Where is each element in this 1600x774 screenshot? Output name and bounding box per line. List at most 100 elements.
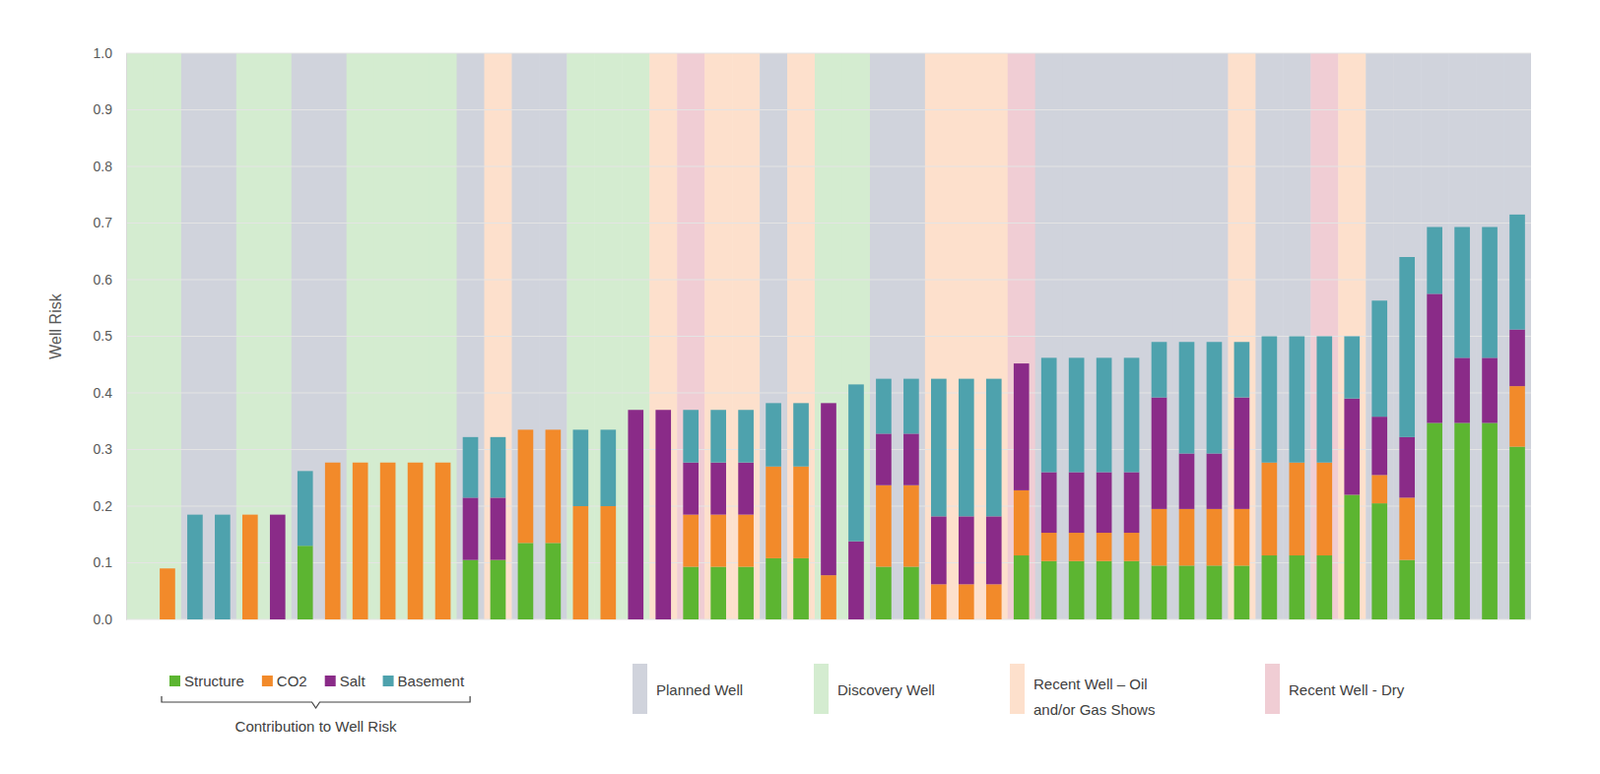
bar-segment (1399, 437, 1415, 499)
bar-segment (820, 402, 837, 576)
bar-segment (545, 429, 562, 431)
bar-segment (463, 497, 479, 560)
bar-segment (737, 567, 754, 620)
bar-segment (1371, 503, 1388, 620)
bar-segment (435, 463, 452, 620)
bar-segment (1509, 330, 1526, 388)
tick: 0.6 (93, 271, 127, 288)
bar-segment (848, 384, 865, 541)
bar-segment (958, 584, 975, 620)
bar-segment (159, 568, 176, 570)
bar-segment (132, 619, 148, 621)
bar-segment (1426, 293, 1443, 423)
bar-segment (1262, 555, 1278, 620)
bar-segment (710, 409, 727, 463)
bar-segment (682, 515, 699, 568)
bar-segment (765, 558, 782, 620)
bar-segment (1343, 399, 1360, 496)
legend-label: Basement (398, 672, 466, 690)
bar-segment (986, 379, 1002, 518)
bar-segment (463, 560, 479, 620)
legend: StructureCO2SaltBasementContribution to … (161, 664, 1405, 735)
bar-segment (1399, 560, 1415, 620)
bar-segment (1289, 555, 1306, 620)
bar-segment (1481, 357, 1498, 423)
bar-segment (1289, 463, 1306, 556)
bar-segment (875, 485, 892, 568)
bar-segment (1151, 341, 1168, 398)
bar-segment (600, 506, 616, 620)
bar-segment (518, 429, 534, 431)
bar-segment (1151, 565, 1168, 620)
grid-line (126, 279, 1532, 281)
bar-segment (352, 463, 369, 620)
legend-label: Recent Well – Oiland/or Gas Shows (1033, 675, 1155, 719)
bar-segment (1454, 357, 1470, 423)
bar-segment (710, 567, 727, 620)
chart: 0.00.10.20.30.40.50.60.70.80.91.0Well Ri… (0, 0, 1600, 774)
grid-line (126, 166, 1532, 168)
legend-swatch (169, 675, 181, 687)
bar-segment (1013, 555, 1030, 620)
bar-segment (325, 463, 341, 620)
tick-label: 0.7 (93, 214, 114, 231)
grid (126, 53, 1532, 620)
bar-segment (820, 575, 837, 620)
bar-segment (1179, 341, 1196, 454)
bar-segment (1262, 336, 1278, 464)
legend-swatch (1265, 664, 1280, 715)
legend-label: Recent Well - Dry (1288, 681, 1405, 699)
bar-segment (1343, 336, 1360, 400)
bar-segment (600, 429, 616, 507)
bar-segment (1096, 472, 1113, 534)
series (269, 293, 1526, 620)
bar-segment (1454, 422, 1470, 620)
x-axis (127, 619, 1533, 622)
bar-segment (1316, 336, 1333, 464)
bar-segment (1041, 561, 1058, 620)
bar-segment (682, 463, 699, 516)
bar-segment (875, 433, 892, 485)
bar-segment (269, 515, 286, 620)
legend-label: CO2 (276, 672, 308, 690)
bar-segment (986, 584, 1002, 620)
bar-segment (655, 409, 671, 411)
bar-segment (545, 429, 562, 543)
bar-segment (1234, 341, 1251, 398)
bar-segment (1234, 398, 1251, 510)
bar-segment (1481, 227, 1498, 359)
bar-segment (848, 541, 865, 620)
bar-segment (297, 470, 314, 546)
legend-brace (161, 696, 470, 709)
tick: 0.7 (93, 214, 127, 231)
bar-segment (214, 515, 231, 620)
bar-segment (737, 515, 754, 568)
series (187, 214, 1526, 620)
tick: 0.5 (93, 328, 127, 344)
bar-segment (352, 462, 369, 464)
bar-segment (1124, 472, 1140, 534)
tick-label: 0.2 (93, 498, 114, 515)
bar-segment (1124, 533, 1140, 562)
bar-segment (958, 516, 975, 585)
y-axis: 0.00.10.20.30.40.50.60.70.80.91.0 (93, 45, 128, 628)
bar-segment (793, 466, 809, 559)
tick: 0.3 (93, 441, 127, 458)
bar-segment (132, 619, 148, 621)
bar-segment (1509, 447, 1526, 620)
legend-swatch (325, 675, 336, 687)
bar-segment (710, 515, 727, 568)
bar-segment (1013, 363, 1030, 491)
bar-segment (875, 567, 892, 620)
legend-swatch (632, 664, 648, 715)
bar-segment (132, 619, 148, 621)
bar-segment (1509, 386, 1526, 448)
bar-segment (1206, 565, 1223, 620)
bar-segment (655, 409, 671, 620)
bars (159, 214, 1526, 620)
tick-label: 0.6 (93, 271, 114, 288)
bar-segment (1371, 474, 1388, 504)
bar-segment (407, 462, 424, 464)
bar-segment (737, 463, 754, 516)
y-axis-title: Well Risk (47, 292, 65, 359)
